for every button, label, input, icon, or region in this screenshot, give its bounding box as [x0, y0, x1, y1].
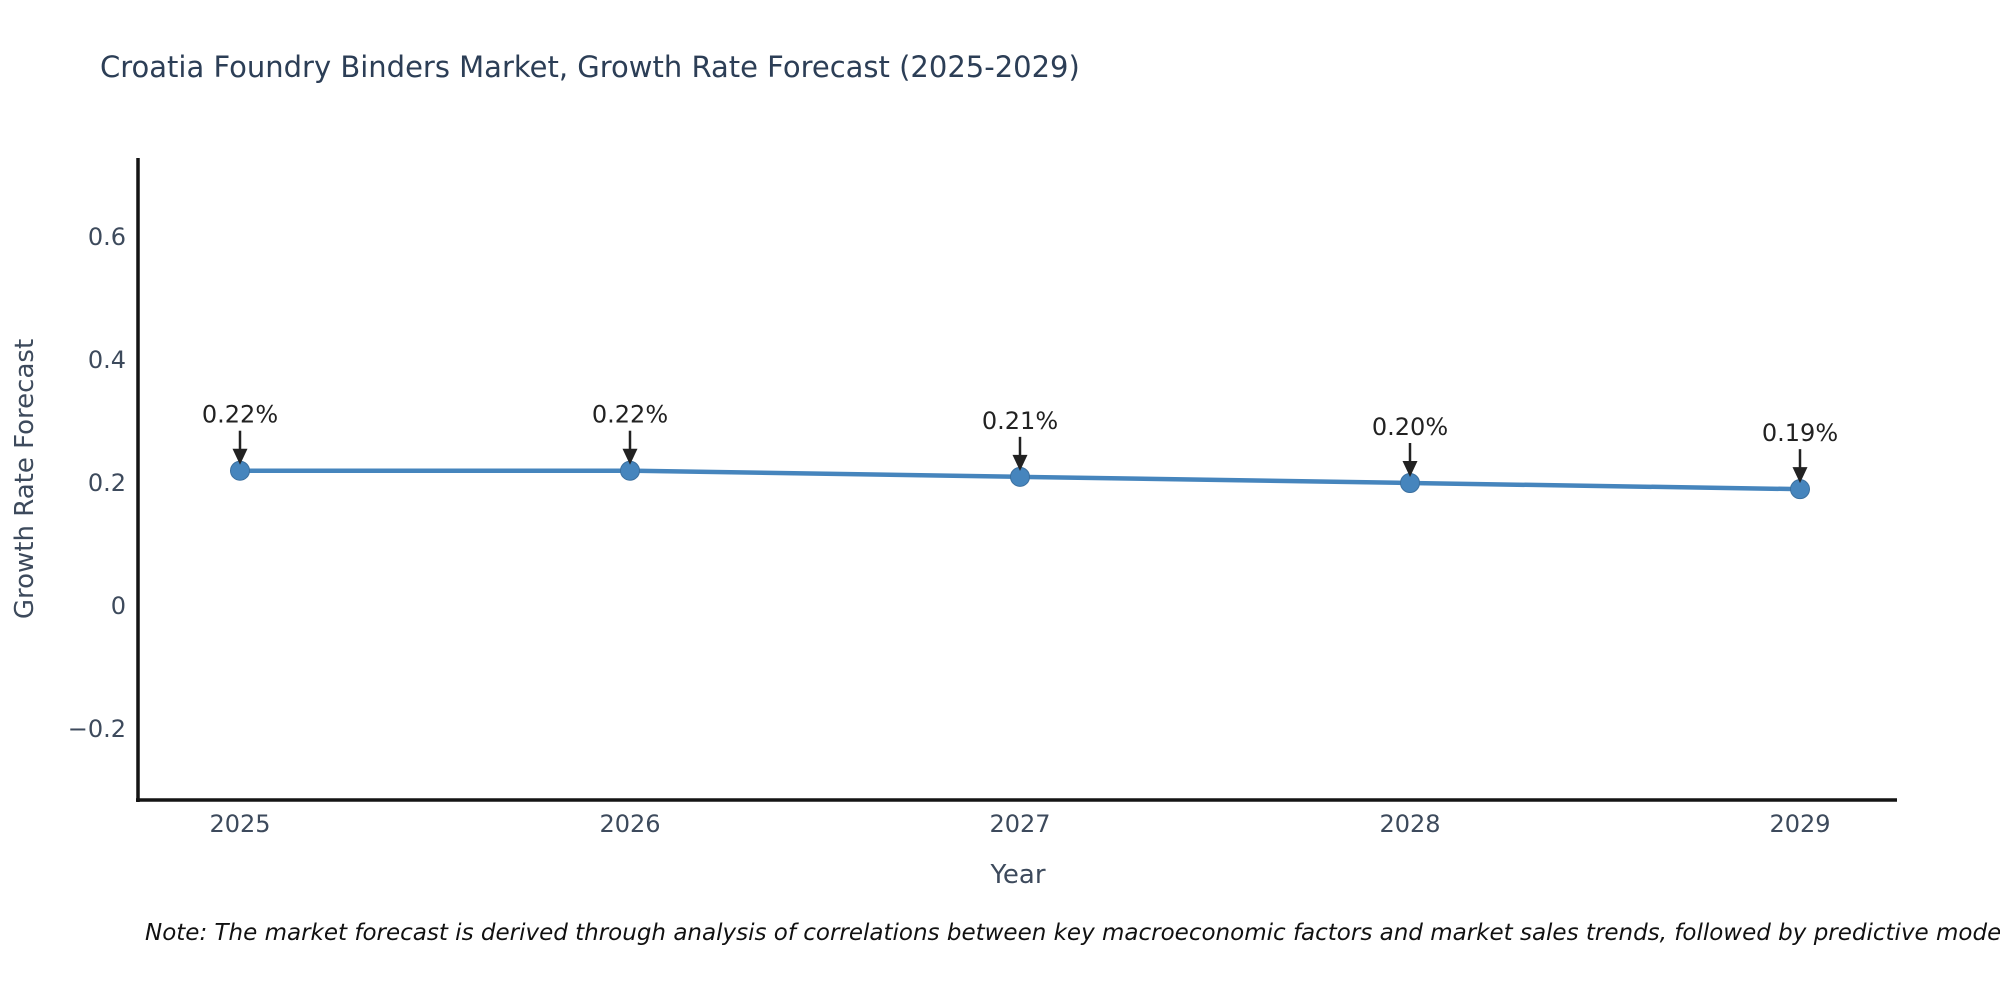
footnote: Note: The market forecast is derived thr… — [145, 920, 2000, 946]
chart-title: Croatia Foundry Binders Market, Growth R… — [100, 50, 1080, 84]
y-tick-label: 0.6 — [88, 223, 126, 251]
x-axis-title: Year — [990, 860, 1046, 890]
annotation-arrowhead — [1012, 454, 1028, 471]
y-tick-label: 0.2 — [88, 469, 126, 497]
x-tick-label: 2027 — [989, 810, 1050, 838]
annotation-arrowhead — [232, 448, 248, 465]
annotation-arrowhead — [1792, 467, 1808, 484]
annotation-label: 0.21% — [982, 407, 1058, 435]
y-tick-label: 0.4 — [88, 346, 126, 374]
x-tick-label: 2025 — [209, 810, 270, 838]
annotation-label: 0.22% — [592, 401, 668, 429]
annotation-label: 0.20% — [1372, 413, 1448, 441]
annotation-label: 0.19% — [1762, 419, 1838, 447]
annotation-arrowhead — [622, 448, 638, 465]
x-tick-label: 2026 — [599, 810, 660, 838]
y-tick-label: −0.2 — [68, 715, 126, 743]
x-tick-label: 2028 — [1379, 810, 1440, 838]
annotation-arrowhead — [1402, 461, 1418, 477]
annotation-label: 0.22% — [202, 401, 278, 429]
x-tick-label: 2029 — [1769, 810, 1830, 838]
y-tick-label: 0 — [111, 592, 126, 620]
